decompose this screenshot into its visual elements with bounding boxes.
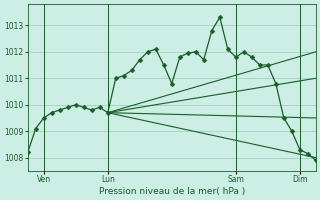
X-axis label: Pression niveau de la mer( hPa ): Pression niveau de la mer( hPa ): [99, 187, 245, 196]
